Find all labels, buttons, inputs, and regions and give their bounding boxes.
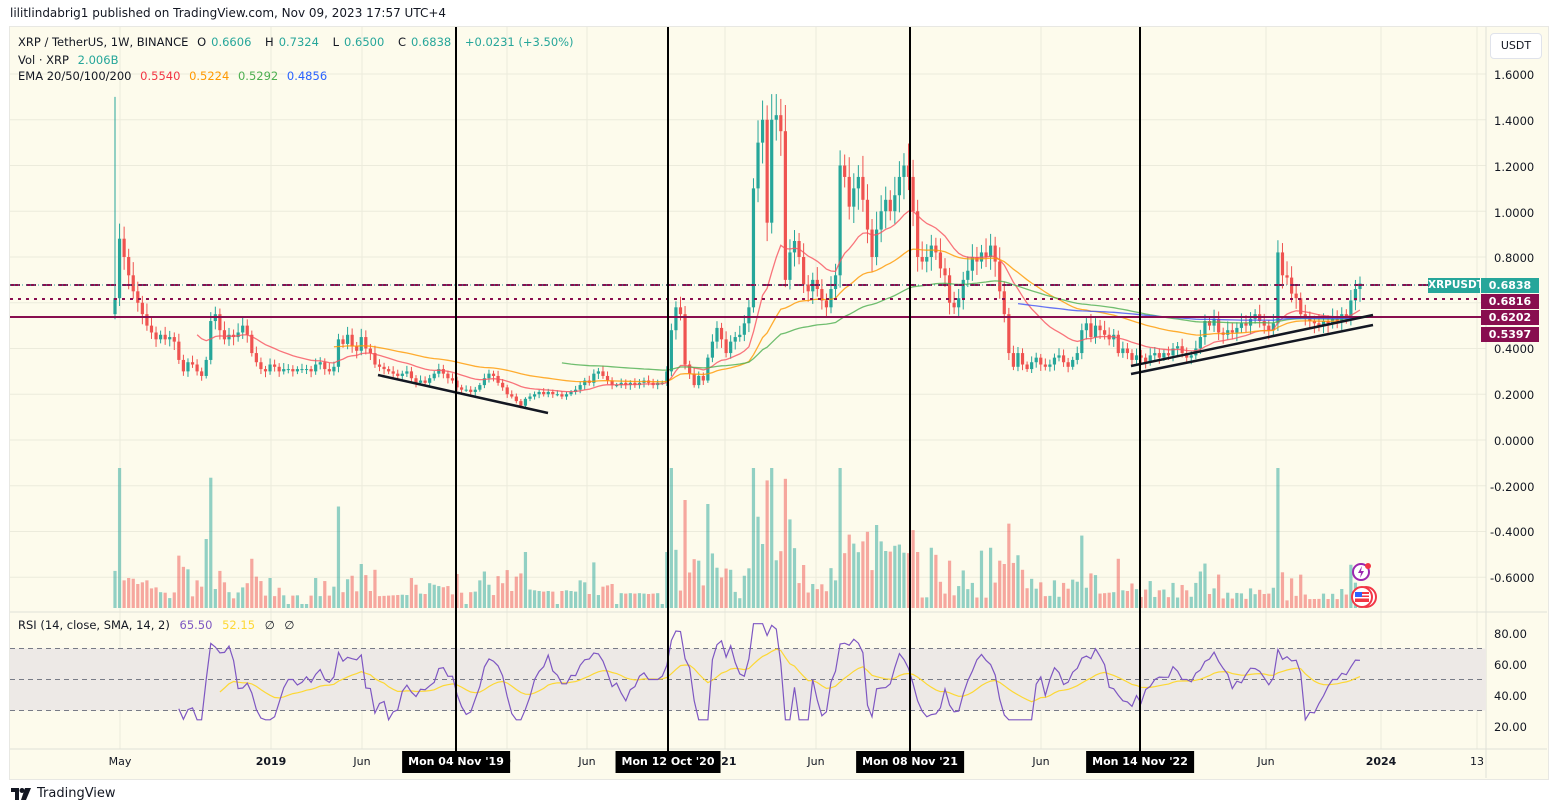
time-label: Jun (1032, 755, 1050, 768)
rsi-sma-value: 52.15 (222, 618, 256, 632)
time-label: Jun (1257, 755, 1275, 768)
rsi-legend[interactable]: RSI (14, close, SMA, 14, 2) 65.50 52.15 … (18, 618, 295, 632)
ema200-value: 0.4856 (286, 69, 328, 83)
date-flag-4: Mon 14 Nov '22 (1086, 751, 1194, 773)
last-price-tag: 0.6838 (1481, 278, 1539, 293)
symbol-legend: XRP / TetherUS, 1W, BINANCE O 0.6606 H 0.7… (18, 35, 574, 49)
lightning-event-icon[interactable] (1351, 562, 1375, 586)
price-axis-label: 0.2000 (1494, 388, 1535, 402)
time-label: Jun (807, 755, 825, 768)
time-label: Jun (578, 755, 596, 768)
price-axis-label: 1.2000 (1494, 160, 1535, 174)
price-axis-label: 0.8000 (1494, 251, 1535, 265)
ema100-value: 0.5292 (237, 69, 279, 83)
date-flag-3: Mon 08 Nov '21 (856, 751, 964, 773)
volume-legend[interactable]: Vol · XRP 2.006B (18, 53, 119, 67)
price-axis-label: 0.0000 (1494, 434, 1535, 448)
ema-legend[interactable]: EMA 20/50/100/200 0.5540 0.5224 0.5292 0… (18, 69, 328, 83)
change-value: +0.0231 (+3.50%) (464, 35, 574, 49)
close-value: 0.6838 (410, 35, 452, 49)
time-label: Jun (353, 755, 371, 768)
publisher-caption: lilitlindabrig1 published on TradingView… (10, 6, 447, 20)
low-value: 0.6500 (344, 35, 385, 49)
price-axis-label: 0.4000 (1494, 342, 1535, 356)
price-axis-label: 1.4000 (1494, 114, 1535, 128)
time-label: May (108, 755, 132, 768)
tradingview-logo-icon (11, 787, 31, 800)
symbol-price-tag: XRPUSDT (1428, 278, 1484, 293)
level-tag-3: 0.5397 (1481, 327, 1539, 342)
time-label: 2019 (255, 755, 287, 768)
rsi-value: 65.50 (179, 618, 213, 632)
level-tag-2: 0.6202 (1481, 310, 1539, 325)
high-value: 0.7324 (278, 35, 319, 49)
us-flag-event-icon[interactable] (1350, 585, 1378, 613)
currency-button[interactable]: USDT (1490, 33, 1542, 59)
open-value: 0.6606 (211, 35, 252, 49)
tradingview-logo[interactable]: TradingView (11, 786, 116, 801)
date-flag-2: Mon 12 Oct '20 (615, 751, 721, 773)
volume-value: 2.006B (77, 53, 119, 67)
level-tag-1: 0.6816 (1481, 294, 1539, 309)
rsi-axis-label: 80.00 (1494, 627, 1527, 641)
price-axis-label: 1.6000 (1494, 68, 1535, 82)
price-axis-label: -0.2000 (1490, 480, 1535, 494)
ema50-value: 0.5224 (189, 69, 230, 83)
time-label: 13 (1470, 755, 1484, 768)
price-axis-label: -0.4000 (1490, 525, 1535, 539)
rsi-axis-label: 40.00 (1494, 689, 1527, 703)
price-axis-label: -0.6000 (1490, 571, 1535, 585)
ema20-value: 0.5540 (140, 69, 181, 83)
date-flag-1: Mon 04 Nov '19 (402, 751, 510, 773)
rsi-axis-label: 60.00 (1494, 658, 1527, 672)
price-axis-label: 1.0000 (1494, 206, 1535, 220)
rsi-axis-label: 20.00 (1494, 720, 1527, 734)
symbol-title: XRP / TetherUS, 1W, BINANCE (18, 35, 189, 49)
time-label: 2024 (1365, 755, 1397, 768)
